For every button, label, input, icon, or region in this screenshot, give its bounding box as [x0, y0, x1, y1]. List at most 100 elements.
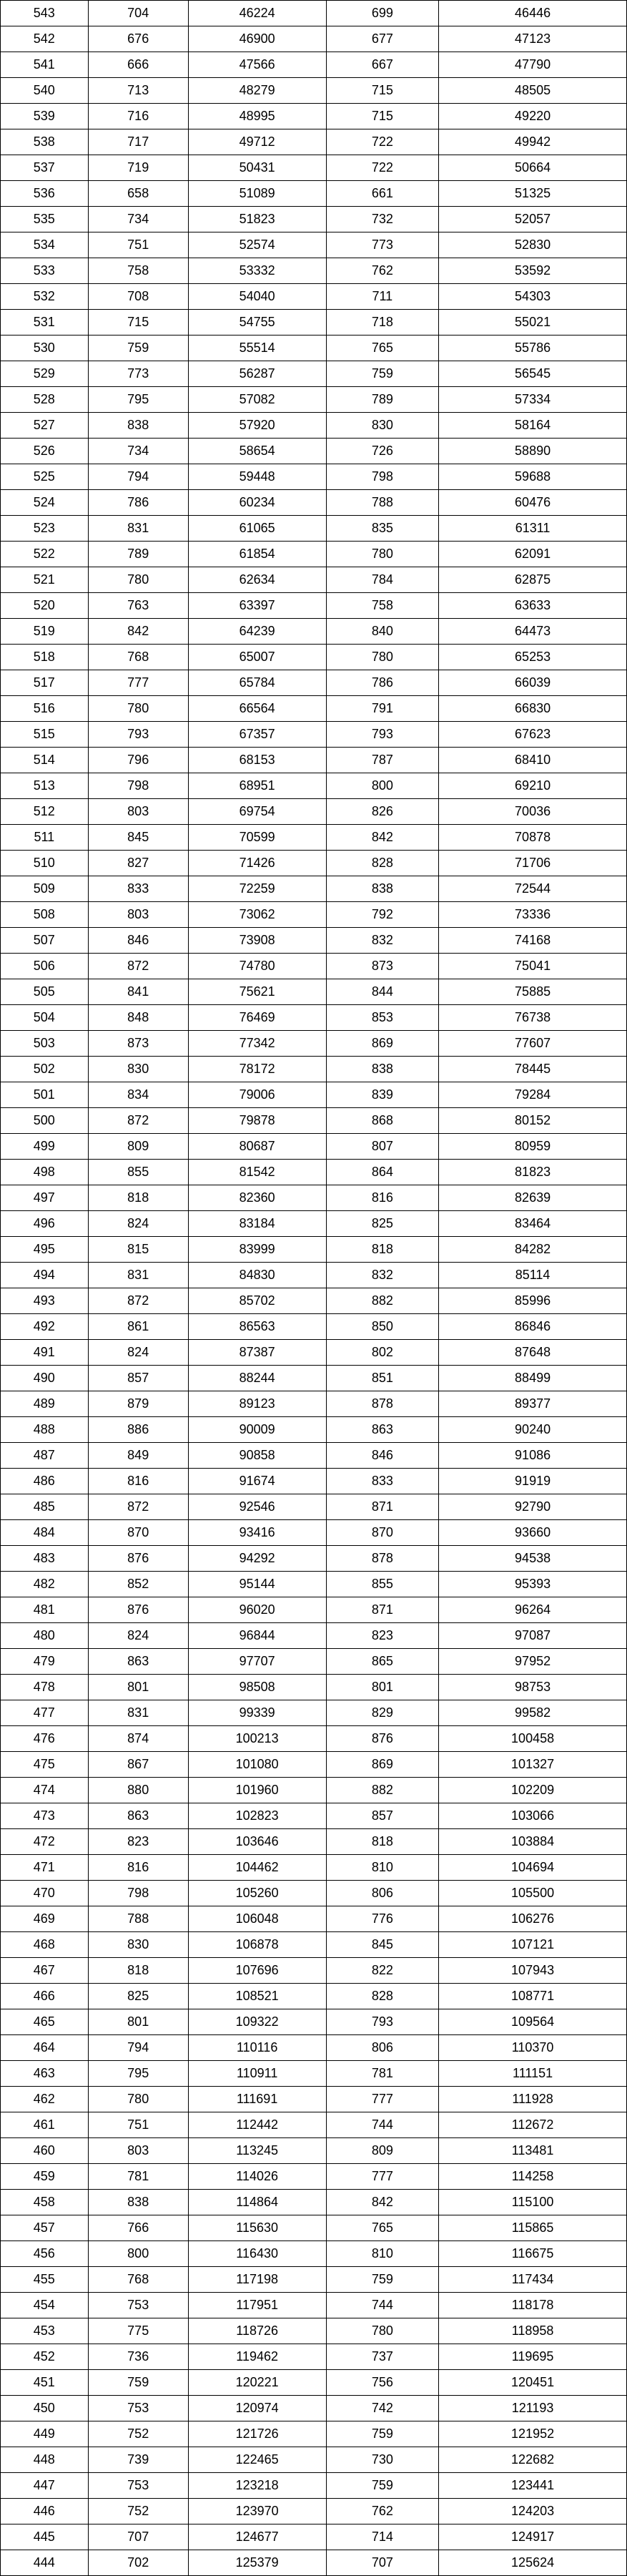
- table-cell: 759: [326, 2473, 439, 2499]
- table-cell: 522: [1, 542, 89, 567]
- table-row: 473863102823857103066: [1, 1803, 627, 1829]
- table-cell: 780: [326, 645, 439, 670]
- table-cell: 50664: [439, 155, 627, 181]
- table-cell: 848: [88, 1005, 188, 1031]
- table-cell: 76469: [188, 1005, 326, 1031]
- table-row: 476874100213876100458: [1, 1726, 627, 1752]
- table-cell: 845: [88, 825, 188, 851]
- table-cell: 99582: [439, 1700, 627, 1726]
- table-cell: 874: [88, 1726, 188, 1752]
- table-cell: 119695: [439, 2344, 627, 2370]
- table-cell: 59448: [188, 464, 326, 490]
- table-cell: 75621: [188, 979, 326, 1005]
- table-cell: 752: [88, 2499, 188, 2524]
- table-cell: 796: [88, 748, 188, 773]
- table-cell: 49712: [188, 129, 326, 155]
- table-row: 4888869000986390240: [1, 1417, 627, 1443]
- table-cell: 525: [1, 464, 89, 490]
- table-cell: 66830: [439, 696, 627, 722]
- table-cell: 519: [1, 619, 89, 645]
- table-cell: 83184: [188, 1211, 326, 1237]
- table-cell: 815: [88, 1237, 188, 1263]
- table-row: 5198426423984064473: [1, 619, 627, 645]
- table-cell: 73062: [188, 902, 326, 928]
- table-cell: 500: [1, 1108, 89, 1134]
- table-cell: 842: [326, 825, 439, 851]
- table-cell: 101080: [188, 1752, 326, 1778]
- table-cell: 758: [326, 593, 439, 619]
- table-cell: 834: [88, 1082, 188, 1108]
- table-cell: 460: [1, 2138, 89, 2164]
- table-cell: 121952: [439, 2421, 627, 2447]
- table-cell: 90858: [188, 1443, 326, 1469]
- table-cell: 48995: [188, 104, 326, 129]
- table-cell: 878: [326, 1546, 439, 1572]
- table-cell: 116430: [188, 2241, 326, 2267]
- table-row: 4938728570288285996: [1, 1288, 627, 1314]
- table-cell: 60476: [439, 490, 627, 516]
- table-cell: 886: [88, 1417, 188, 1443]
- table-cell: 103884: [439, 1829, 627, 1855]
- table-cell: 869: [326, 1752, 439, 1778]
- table-cell: 818: [88, 1185, 188, 1211]
- table-cell: 765: [326, 2215, 439, 2241]
- table-row: 4838769429287894538: [1, 1546, 627, 1572]
- table-cell: 871: [326, 1494, 439, 1520]
- table-cell: 491: [1, 1340, 89, 1366]
- table-cell: 786: [88, 490, 188, 516]
- table-cell: 46446: [439, 1, 627, 26]
- table-cell: 62091: [439, 542, 627, 567]
- table-cell: 90009: [188, 1417, 326, 1443]
- table-row: 5137986895180069210: [1, 773, 627, 799]
- table-cell: 676: [88, 26, 188, 52]
- table-cell: 876: [326, 1726, 439, 1752]
- table-cell: 861: [88, 1314, 188, 1340]
- table-cell: 109322: [188, 2009, 326, 2035]
- table-cell: 781: [88, 2164, 188, 2190]
- table-cell: 109564: [439, 2009, 627, 2035]
- table-cell: 850: [326, 1314, 439, 1340]
- table-cell: 794: [88, 2035, 188, 2061]
- table-row: 5238316106583561311: [1, 516, 627, 542]
- table-cell: 495: [1, 1237, 89, 1263]
- table-cell: 120974: [188, 2396, 326, 2421]
- table-row: 457766115630765115865: [1, 2215, 627, 2241]
- table-cell: 803: [88, 799, 188, 825]
- table-row: 4958158399981884282: [1, 1237, 627, 1263]
- table-cell: 91674: [188, 1469, 326, 1494]
- table-cell: 759: [326, 361, 439, 387]
- table-cell: 61065: [188, 516, 326, 542]
- table-cell: 535: [1, 207, 89, 232]
- table-cell: 103646: [188, 1829, 326, 1855]
- table-cell: 766: [88, 2215, 188, 2241]
- table-cell: 736: [88, 2344, 188, 2370]
- table-cell: 52574: [188, 232, 326, 258]
- table-row: 5187686500778065253: [1, 645, 627, 670]
- table-cell: 824: [88, 1623, 188, 1649]
- table-cell: 90240: [439, 1417, 627, 1443]
- table-cell: 677: [326, 26, 439, 52]
- table-cell: 114026: [188, 2164, 326, 2190]
- table-cell: 458: [1, 2190, 89, 2215]
- table-cell: 855: [326, 1572, 439, 1597]
- table-cell: 801: [88, 2009, 188, 2035]
- table-cell: 823: [88, 1829, 188, 1855]
- table-cell: 540: [1, 78, 89, 104]
- table-row: 5377195043172250664: [1, 155, 627, 181]
- table-cell: 93660: [439, 1520, 627, 1546]
- table-cell: 809: [326, 2138, 439, 2164]
- table-cell: 838: [88, 413, 188, 439]
- table-cell: 818: [326, 1237, 439, 1263]
- table-cell: 798: [326, 464, 439, 490]
- table-cell: 715: [326, 104, 439, 129]
- table-cell: 54040: [188, 284, 326, 310]
- table-cell: 765: [326, 336, 439, 361]
- table-cell: 85114: [439, 1263, 627, 1288]
- table-cell: 739: [88, 2447, 188, 2473]
- table-cell: 94538: [439, 1546, 627, 1572]
- table-cell: 65253: [439, 645, 627, 670]
- table-cell: 829: [326, 1700, 439, 1726]
- table-cell: 666: [88, 52, 188, 78]
- table-row: 5407134827971548505: [1, 78, 627, 104]
- table-cell: 742: [326, 2396, 439, 2421]
